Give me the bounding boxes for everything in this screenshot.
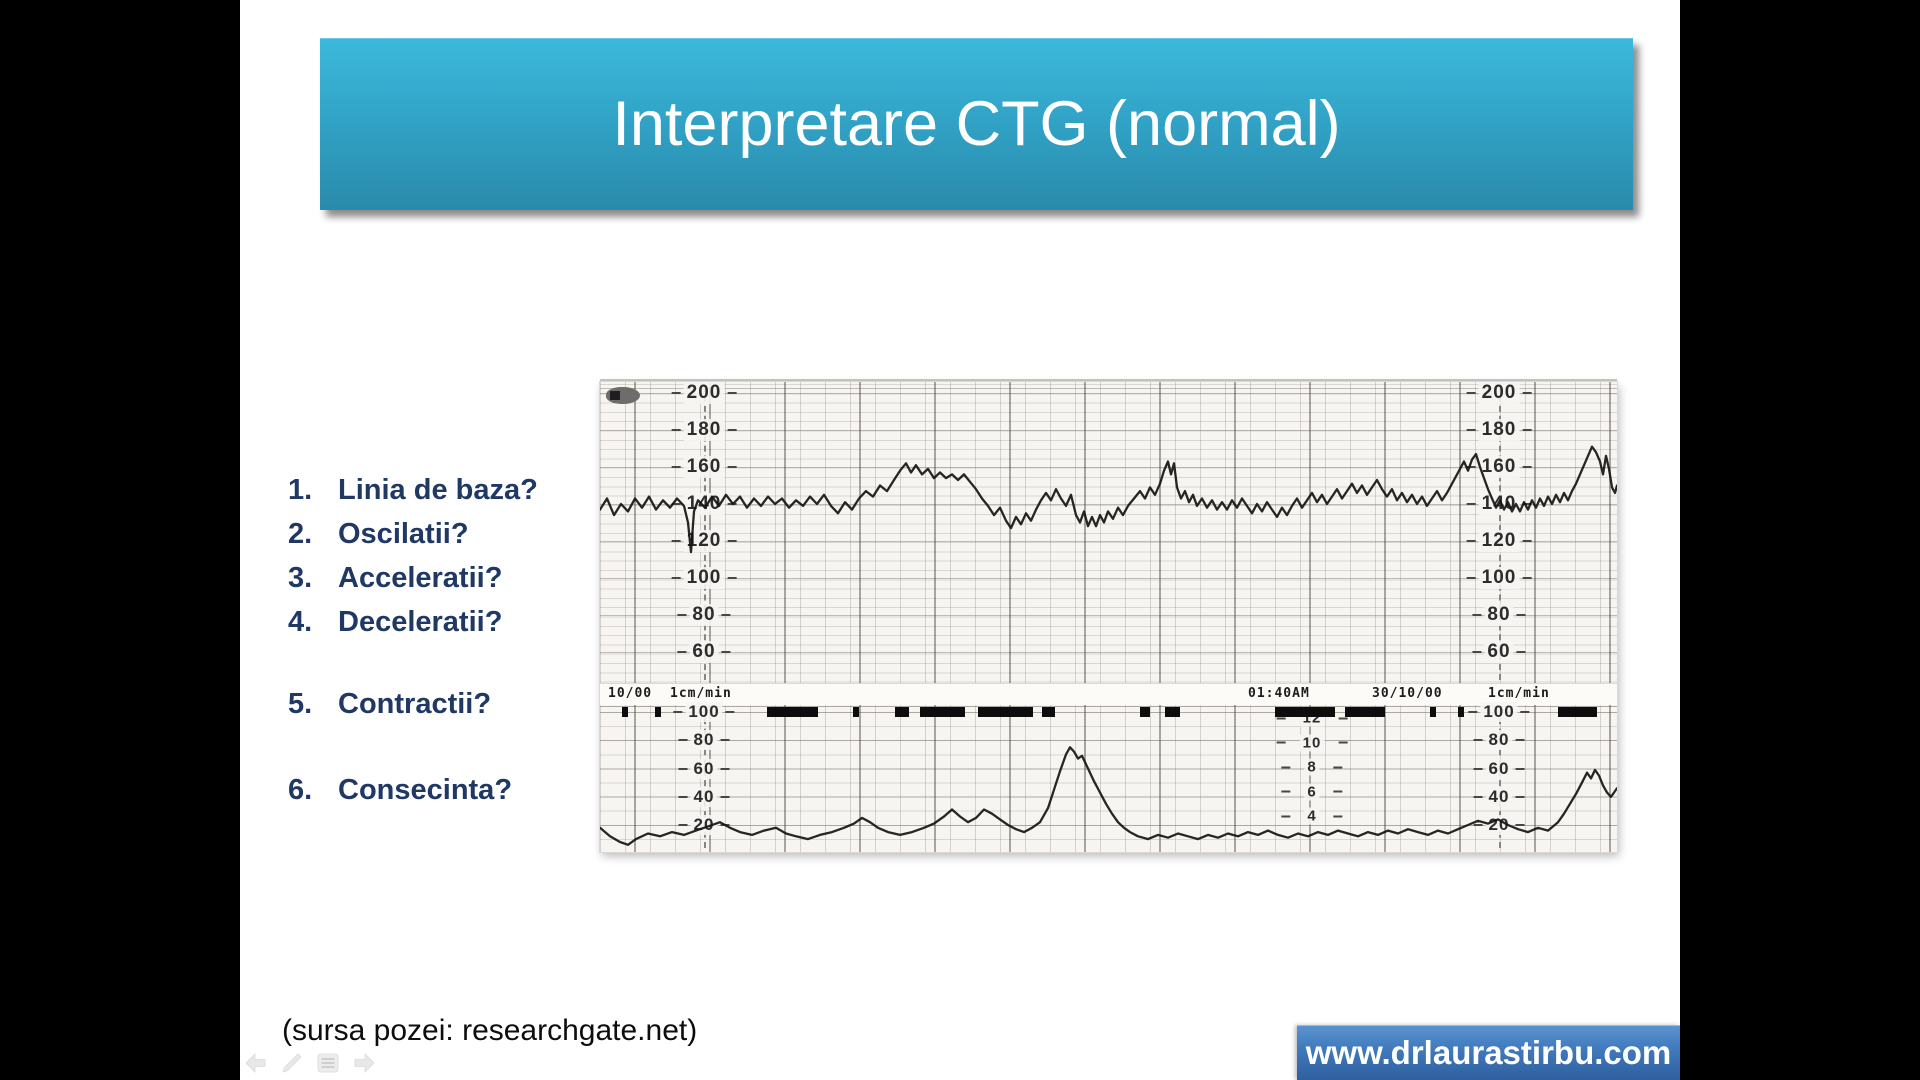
pen-icon: [282, 1053, 302, 1073]
website-banner: www.drlaurastirbu.com: [1297, 1025, 1680, 1080]
monitor-logo-icon: [606, 387, 640, 404]
list-item-number: 1.: [288, 474, 313, 506]
axis-label: 6: [1267, 783, 1356, 800]
axis-label: 100: [1464, 567, 1535, 589]
axis-label: 100: [670, 702, 737, 722]
ctg-date-left: 10/00: [608, 686, 653, 701]
ctg-date-stamp: 30/10/00: [1372, 686, 1443, 701]
ctg-speed-left: 1cm/min: [670, 686, 732, 701]
presentation-slide: Interpretare CTG (normal) 1. Linia de ba…: [240, 0, 1680, 1080]
list-item-label: Consecinta?: [338, 774, 513, 806]
fetal-movement-mark: [1140, 707, 1150, 717]
ctg-speed-right: 1cm/min: [1488, 686, 1550, 701]
axis-label: 60: [1469, 641, 1528, 663]
axis-label: 80: [1469, 604, 1528, 626]
menu-icon: [317, 1053, 339, 1073]
fetal-movement-mark: [1430, 707, 1436, 717]
fetal-movement-mark: [1042, 707, 1055, 717]
axis-label: 120: [1464, 530, 1535, 552]
list-item: 5. Contractii?: [288, 682, 648, 726]
website-url: www.drlaurastirbu.com: [1305, 1033, 1672, 1071]
axis-label: 60: [674, 641, 733, 663]
axis-label: 80: [674, 604, 733, 626]
axis-label: 20: [676, 815, 733, 835]
ctg-header-strip: 10/00 1cm/min 01:40AM 30/10/00 1cm/min: [600, 683, 1617, 705]
menu-button[interactable]: [315, 1051, 341, 1075]
presenter-controls: [243, 1051, 377, 1075]
list-item-number: 2.: [288, 518, 313, 550]
list-item-label: Deceleratii?: [338, 606, 503, 638]
fetal-movement-mark: [895, 707, 909, 717]
list-item-number: 6.: [288, 774, 313, 806]
slide-title: Interpretare CTG (normal): [612, 89, 1341, 159]
fetal-movement-mark: [767, 707, 818, 717]
axis-label: 180: [669, 419, 740, 441]
axis-label: 10: [1263, 734, 1362, 751]
ctg-time-stamp: 01:40AM: [1248, 686, 1310, 701]
toco-grid-paper: [600, 705, 1617, 852]
list-item-number: 5.: [288, 688, 313, 720]
title-banner: Interpretare CTG (normal): [320, 38, 1633, 210]
fetal-movement-mark: [853, 707, 859, 717]
list-item: 6. Consecinta?: [288, 768, 648, 812]
list-item-label: Acceleratii?: [338, 562, 503, 594]
list-item: 2. Oscilatii?: [288, 512, 648, 556]
image-source-caption: (sursa pozei: researchgate.net): [282, 1014, 698, 1047]
axis-label: 160: [1464, 456, 1535, 478]
list-item: 1. Linia de baza?: [288, 468, 648, 512]
list-item: 3. Acceleratii?: [288, 556, 648, 600]
axis-label: 60: [676, 758, 733, 779]
fetal-movement-mark: [1558, 707, 1597, 717]
question-list: 1. Linia de baza? 2. Oscilatii? 3. Accel…: [288, 468, 648, 812]
axis-label: 140: [669, 493, 740, 515]
axis-label: 160: [669, 456, 740, 478]
axis-label: 20: [1471, 815, 1528, 835]
axis-label: 80: [676, 730, 733, 751]
fetal-movement-mark: [1345, 707, 1385, 717]
pen-tool-button[interactable]: [279, 1051, 305, 1075]
list-item: 4. Deceleratii?: [288, 600, 648, 644]
list-item-number: 4.: [288, 606, 313, 638]
axis-label: 200: [1464, 382, 1535, 404]
fetal-movement-mark: [1275, 707, 1335, 717]
axis-label: 4: [1267, 807, 1356, 825]
fetal-movement-mark: [920, 707, 965, 717]
list-item-number: 3.: [288, 562, 313, 594]
fetal-movement-mark: [1458, 707, 1464, 717]
list-item-label: Oscilatii?: [338, 518, 469, 550]
axis-label: 40: [1471, 786, 1528, 807]
axis-label: 140: [1464, 493, 1535, 515]
fetal-movement-mark: [978, 707, 1033, 717]
previous-arrow-icon: [245, 1053, 266, 1073]
list-item-label: Contractii?: [338, 688, 492, 720]
fetal-movement-mark: [655, 707, 661, 717]
axis-label: 100: [669, 567, 740, 589]
axis-label: 100: [1465, 702, 1532, 722]
previous-slide-button[interactable]: [243, 1051, 269, 1075]
axis-label: 60: [1471, 758, 1528, 779]
ctg-strip-image: 10/00 1cm/min 01:40AM 30/10/00 1cm/min 2…: [600, 382, 1617, 852]
list-item-label: Linia de baza?: [338, 474, 538, 506]
axis-label: 80: [1471, 730, 1528, 751]
axis-label: 120: [669, 530, 740, 552]
fetal-movement-mark: [1165, 707, 1180, 717]
axis-label: 40: [676, 786, 733, 807]
next-arrow-icon: [354, 1053, 375, 1073]
axis-label: 8: [1267, 758, 1356, 776]
axis-label: 200: [669, 382, 740, 404]
axis-label: 180: [1464, 419, 1535, 441]
fetal-movement-mark: [622, 707, 628, 717]
next-slide-button[interactable]: [351, 1051, 377, 1075]
